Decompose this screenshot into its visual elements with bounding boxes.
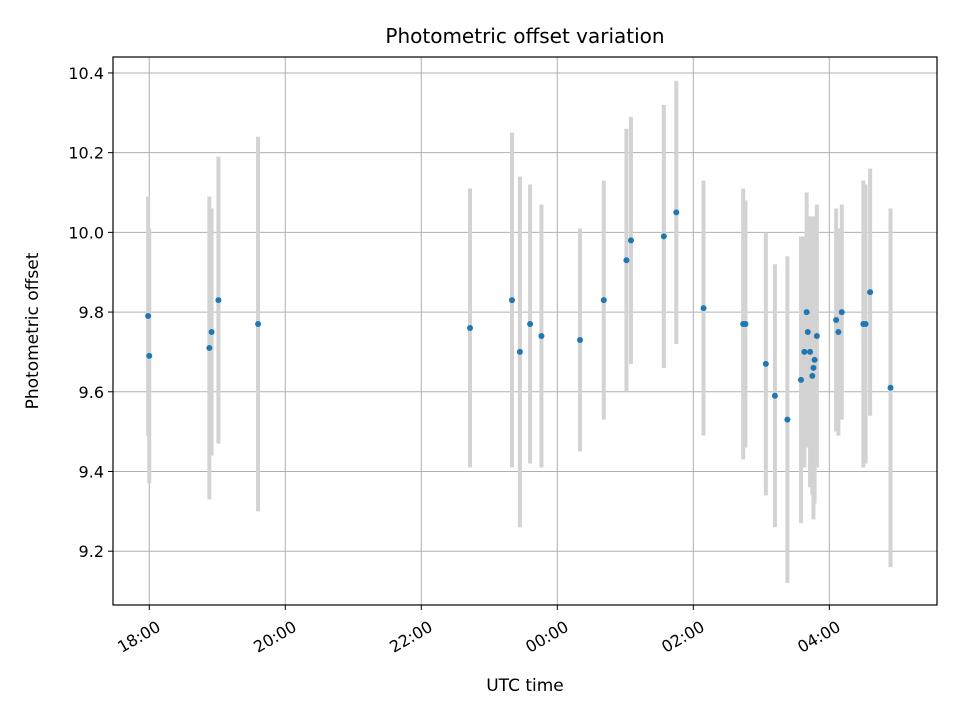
y-tick-label: 9.8 (79, 303, 104, 322)
data-point (838, 309, 845, 316)
data-points (145, 209, 894, 423)
data-point (811, 356, 818, 363)
data-point (700, 305, 707, 312)
y-tick-label: 9.6 (79, 383, 104, 402)
data-point (887, 384, 894, 391)
data-point (527, 321, 534, 328)
data-point (835, 328, 842, 335)
data-point (862, 321, 869, 328)
y-tick-label: 10.0 (68, 223, 104, 242)
data-point (623, 257, 630, 264)
data-point (801, 348, 808, 355)
data-point (627, 237, 634, 244)
y-tick-label: 9.4 (79, 462, 104, 481)
data-point (762, 360, 769, 367)
data-point (803, 309, 810, 316)
y-tick-label: 9.2 (79, 542, 104, 561)
data-point (467, 325, 474, 332)
data-point (538, 332, 545, 339)
data-point (673, 209, 680, 216)
data-point (508, 297, 515, 304)
data-point (576, 336, 583, 343)
y-tick-label: 10.4 (68, 64, 104, 83)
data-point (797, 376, 804, 383)
data-point (600, 297, 607, 304)
data-point (807, 348, 814, 355)
data-point (146, 352, 153, 359)
x-axis-label: UTC time (486, 676, 564, 696)
data-point (813, 332, 820, 339)
data-point (145, 313, 152, 320)
data-point (810, 364, 817, 371)
data-point (208, 328, 215, 335)
y-axis-ticks: 9.2 9.4 9.6 9.8 10.0 10.2 10.4 (68, 64, 113, 561)
data-point (771, 392, 778, 399)
data-point (516, 348, 523, 355)
data-point (867, 289, 874, 296)
data-point (784, 416, 791, 423)
data-point (833, 317, 840, 324)
chart-title: Photometric offset variation (385, 24, 664, 48)
y-axis-label: Photometric offset (23, 252, 43, 409)
data-point (255, 321, 262, 328)
y-tick-label: 10.2 (68, 144, 104, 163)
data-point (742, 321, 749, 328)
data-point (809, 372, 816, 379)
data-point (215, 297, 222, 304)
plot-frame (112, 56, 938, 606)
data-point (660, 233, 667, 240)
data-point (804, 328, 811, 335)
data-point (206, 344, 213, 351)
